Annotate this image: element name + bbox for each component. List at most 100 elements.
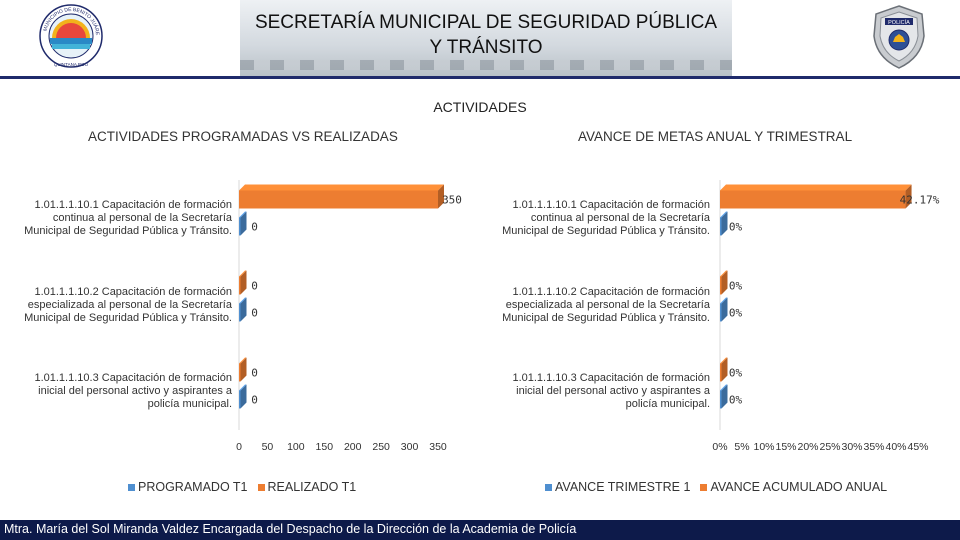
chart-2-x-tick-label: 25% <box>819 441 840 453</box>
chart-1-bar-3-blue-top <box>239 384 247 391</box>
chart-2-bar-1-blue-top <box>720 211 728 218</box>
chart-2-bar-1-blue <box>720 217 722 236</box>
chart-1-data-label-1-blue: 0 <box>251 221 258 234</box>
police-badge-logo: POLICÍA <box>873 5 925 69</box>
chart-1-cat3-line3: policía municipal. <box>147 398 232 410</box>
chart-2-x-tick-label: 35% <box>863 441 884 453</box>
chart-1-data-label-3-blue: 0 <box>251 394 258 407</box>
chart-1-x-tick-label: 100 <box>287 441 305 453</box>
legend-swatch-orange <box>700 483 708 491</box>
chart-2-legend: AVANCE TRIMESTRE 1 AVANCE ACUMULADO ANUA… <box>545 480 887 494</box>
chart-2-x-tick-label: 5% <box>734 441 749 453</box>
chart-2-cat1-line2: continua al personal de la Secretaría <box>530 212 710 224</box>
chart-1-bar-3-orange <box>239 363 241 382</box>
chart-1-cat2-line2: especializada al personal de la Secretar… <box>27 299 232 311</box>
chart-2-x-tick-label: 10% <box>753 441 774 453</box>
chart-2-cat2-line3: Municipal de Seguridad Pública y Tránsit… <box>502 312 710 324</box>
page-title-line2: Y TRÁNSITO <box>429 37 543 58</box>
chart-1-data-label-2-orange: 0 <box>251 280 258 293</box>
chart-1-cat2-line1: 1.01.1.1.10.2 Capacitación de formación <box>34 286 232 298</box>
chart-1-data-label-2-blue: 0 <box>251 307 258 320</box>
chart-1-legend-label-programado: PROGRAMADO T1 <box>138 480 248 494</box>
legend-swatch-blue <box>128 483 135 491</box>
chart-1-data-label-1-orange: 350 <box>442 194 462 207</box>
chart-2-category-label-1: 1.01.1.1.10.1 Capacitación de formación … <box>488 199 710 238</box>
chart-1-x-tick-label: 300 <box>401 441 419 453</box>
chart-2-bar-1-orange-side <box>905 184 912 209</box>
chart-2-x-tick-label: 15% <box>775 441 796 453</box>
chart-2-category-label-3: 1.01.1.1.10.3 Capacitación de formación … <box>488 372 710 411</box>
chart-1-title: ACTIVIDADES PROGRAMADAS VS REALIZADAS <box>88 129 398 144</box>
footer-bar: Mtra. María del Sol Miranda Valdez Encar… <box>0 520 960 540</box>
chart-2-bar-1-orange <box>720 190 906 209</box>
chart-2-category-label-2: 1.01.1.1.10.2 Capacitación de formación … <box>488 286 710 325</box>
chart-1-legend-item-realizado: REALIZADO T1 <box>257 480 357 494</box>
chart-1-x-tick-label: 50 <box>262 441 274 453</box>
chart-1-x-tick-label: 350 <box>429 441 447 453</box>
chart-2-bar-3-blue-side <box>721 384 728 409</box>
chart-1-legend: PROGRAMADO T1 REALIZADO T1 <box>128 480 356 494</box>
chart-1-data-label-3-orange: 0 <box>251 367 258 380</box>
chart-1-bar-2-blue <box>239 303 241 322</box>
chart-2-bar-3-orange <box>720 363 722 382</box>
chart-2-data-label-2-blue: 0% <box>729 307 743 320</box>
chart-2-x-tick-label: 40% <box>885 441 906 453</box>
legend-swatch-orange <box>257 483 265 491</box>
chart-2-title: AVANCE DE METAS ANUAL Y TRIMESTRAL <box>578 129 853 144</box>
chart-1-bar-3-blue <box>239 390 241 409</box>
chart-2-bar-2-blue-top <box>720 297 728 304</box>
legend-swatch-blue <box>545 483 552 491</box>
chart-1-cat3-line2: inicial del personal activo y aspirantes… <box>38 385 232 397</box>
page-title-line1: SECRETARÍA MUNICIPAL DE SEGURIDAD PÚBLIC… <box>254 12 718 33</box>
chart-2-bar-2-blue <box>720 303 722 322</box>
chart-1-legend-item-programado: PROGRAMADO T1 <box>128 480 248 494</box>
chart-1-bar-1-blue-top <box>239 211 247 218</box>
chart-2-cat3-line3: policía municipal. <box>625 398 710 410</box>
chart-1-bar-2-orange-side <box>240 270 247 295</box>
header-divider <box>0 76 960 79</box>
chart-2-cat1-line3: Municipal de Seguridad Pública y Tránsit… <box>502 225 710 237</box>
chart-1-bar-2-blue-top <box>239 297 247 304</box>
chart-2-cat2-line1: 1.01.1.1.10.2 Capacitación de formación <box>512 286 710 298</box>
chart-2-bar-2-orange <box>720 276 722 295</box>
chart-2-legend-item-acumulado: AVANCE ACUMULADO ANUAL <box>700 480 887 494</box>
chart-1-bar-1-orange-top <box>239 184 444 191</box>
chart-1-bar-3-orange-side <box>240 357 247 382</box>
chart-2-cat2-line2: especializada al personal de la Secretar… <box>505 299 710 311</box>
chart-1-cat2-line3: Municipal de Seguridad Pública y Tránsit… <box>24 312 232 324</box>
chart-2-x-tick-label: 20% <box>797 441 818 453</box>
chart-2-cat3-line2: inicial del personal activo y aspirantes… <box>516 385 710 397</box>
svg-text:POLICÍA: POLICÍA <box>888 19 910 26</box>
chart-2-bar-3-orange-top <box>720 357 728 364</box>
chart-1-bar-3-orange-top <box>239 357 247 364</box>
chart-2-bar-2-orange-side <box>721 270 728 295</box>
chart-1-x-tick-label: 250 <box>372 441 390 453</box>
chart-2-bar-3-blue-top <box>720 384 728 391</box>
chart-2-data-label-3-blue: 0% <box>729 394 743 407</box>
chart-1-bar-1-blue <box>239 217 241 236</box>
chart-1-category-label-3: 1.01.1.1.10.3 Capacitación de formación … <box>10 372 232 411</box>
chart-2-bar-3-orange-side <box>721 357 728 382</box>
chart-1-bar-3-blue-side <box>240 384 247 409</box>
chart-2-cat1-line1: 1.01.1.1.10.1 Capacitación de formación <box>512 199 710 211</box>
header-banner <box>240 0 732 76</box>
chart-2-x-tick-label: 30% <box>841 441 862 453</box>
chart-1-x-tick-label: 200 <box>344 441 362 453</box>
chart-2-legend-label-trimestre: AVANCE TRIMESTRE 1 <box>555 480 691 494</box>
chart-1-bar-1-blue-side <box>240 211 247 236</box>
chart-2-data-label-1-blue: 0% <box>729 221 743 234</box>
chart-1-cat1-line2: continua al personal de la Secretaría <box>52 212 232 224</box>
chart-2-bar-3-blue <box>720 390 722 409</box>
chart-1-legend-label-realizado: REALIZADO T1 <box>267 480 357 494</box>
chart-2-data-label-2-orange: 0% <box>729 280 743 293</box>
chart-2-bar-1-blue-side <box>721 211 728 236</box>
chart-1-category-label-1: 1.01.1.1.10.1 Capacitación de formación … <box>10 199 232 238</box>
chart-1-bar-1-orange <box>239 190 438 209</box>
chart-1-bar-1-orange-side <box>438 184 444 209</box>
chart-2-bar-2-orange-top <box>720 270 728 277</box>
chart-1-bar-2-orange <box>239 276 241 295</box>
page-title: SECRETARÍA MUNICIPAL DE SEGURIDAD PÚBLIC… <box>240 10 732 60</box>
chart-1-cat1-line3: Municipal de Seguridad Pública y Tránsit… <box>24 225 232 237</box>
chart-2-x-tick-label: 0% <box>712 441 727 453</box>
chart-2-bar-1-orange-top <box>720 184 912 191</box>
